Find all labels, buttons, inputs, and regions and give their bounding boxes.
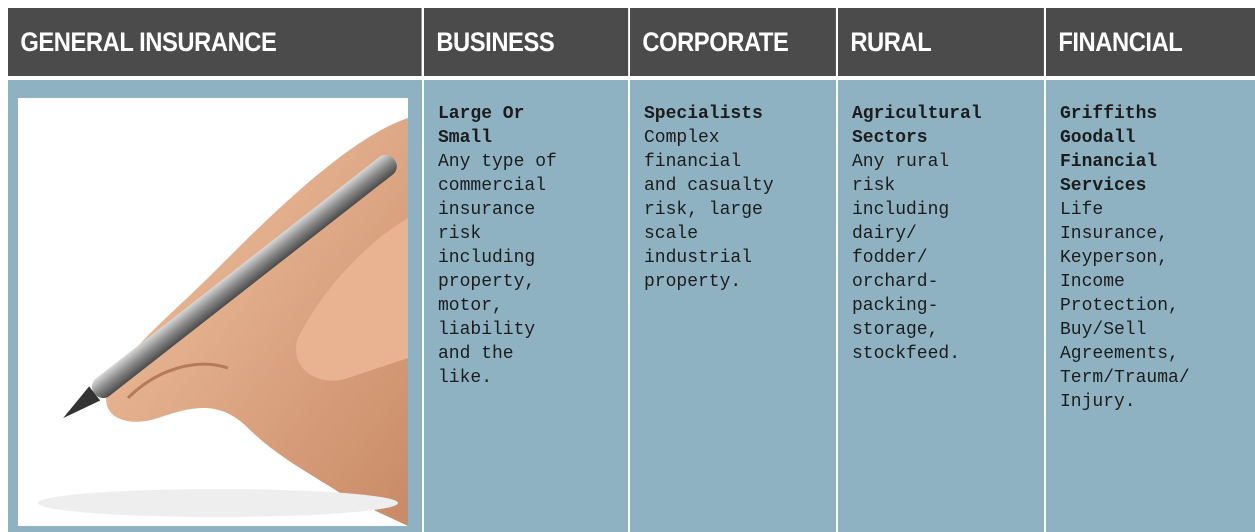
- panel-text: Large Or Small Any type of commercial ins…: [438, 102, 578, 390]
- panel-body: Complex financial and casualty risk, lar…: [644, 128, 774, 292]
- panel-title: Large Or Small: [438, 104, 525, 148]
- panel-title: Specialists: [644, 104, 763, 124]
- header-tab[interactable]: BUSINESS: [424, 8, 628, 76]
- info-panel: Specialists Complex financial and casualt…: [630, 80, 836, 532]
- panel-body: Any type of commercial insurance risk in…: [438, 152, 557, 388]
- info-panel: Griffiths Goodall Financial Services Life…: [1046, 80, 1255, 532]
- info-panel: Agricultural Sectors Any rural risk inclu…: [838, 80, 1044, 532]
- header-tab[interactable]: FINANCIAL: [1046, 8, 1255, 76]
- panel-body: Life Insurance, Keyperson, Income Protec…: [1060, 200, 1190, 412]
- panel-body: Any rural risk including dairy/ fodder/ …: [852, 152, 961, 364]
- header-tab[interactable]: GENERAL INSURANCE: [8, 8, 422, 76]
- info-panel: Large Or Small Any type of commercial ins…: [424, 80, 628, 532]
- header-tab[interactable]: CORPORATE: [630, 8, 836, 76]
- panel-title: Agricultural Sectors: [852, 104, 982, 148]
- photo: [18, 98, 408, 526]
- panel-text: Specialists Complex financial and casualt…: [644, 102, 784, 294]
- panel-title: Griffiths Goodall Financial Services: [1060, 104, 1158, 196]
- panel-text: Griffiths Goodall Financial Services Life…: [1060, 102, 1200, 414]
- header-tab[interactable]: RURAL: [838, 8, 1044, 76]
- hand-pen-illustration: [38, 118, 408, 526]
- panel-text: Agricultural Sectors Any rural risk inclu…: [852, 102, 992, 366]
